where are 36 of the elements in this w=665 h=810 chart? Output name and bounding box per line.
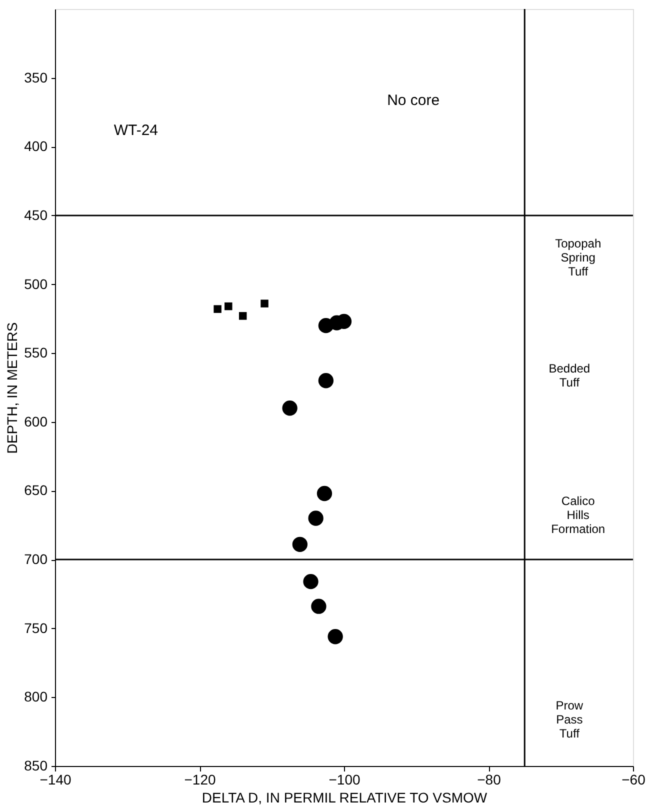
y-tick-label: 650 [24,482,48,498]
x-axis-title: DELTA D, IN PERMIL RELATIVE TO VSMOW [202,790,488,806]
y-tick-label: 450 [24,206,48,223]
point [214,305,222,313]
annotation: Bedded Tuff [548,362,590,390]
point [308,510,324,526]
x-tick-label: −120 [184,772,216,788]
annotation: WT-24 [114,122,158,140]
y-tick-label: 600 [24,413,48,430]
y-tick-label: 400 [24,138,48,154]
x-tick-label: −80 [477,772,502,788]
point [316,486,332,502]
point [303,574,318,590]
x-tick-label: −60 [622,772,646,788]
y-axis-title: DEPTH, IN METERS [4,322,20,454]
y-tick-label: 550 [24,344,48,361]
point [224,302,232,310]
annotation: No core [387,92,440,109]
point [238,312,247,320]
y-tick-label: 350 [24,69,48,86]
x-tick-label: −100 [328,772,360,788]
annotation: Prow Pass Tuff [556,698,584,740]
y-tick-label: 850 [24,758,48,774]
annotation: Calico Hills Formation [551,494,606,536]
point [282,400,298,416]
y-tick-label: 750 [24,620,48,636]
x-tick-label: −140 [40,772,72,788]
point [328,629,343,644]
y-tick-label: 500 [24,276,48,292]
point [260,300,268,308]
point [292,536,308,552]
point [318,373,334,388]
point [311,598,326,614]
annotation: Topopah Spring Tuff [555,236,602,279]
y-tick-label: 800 [24,688,48,705]
y-tick-label: 700 [24,551,48,568]
